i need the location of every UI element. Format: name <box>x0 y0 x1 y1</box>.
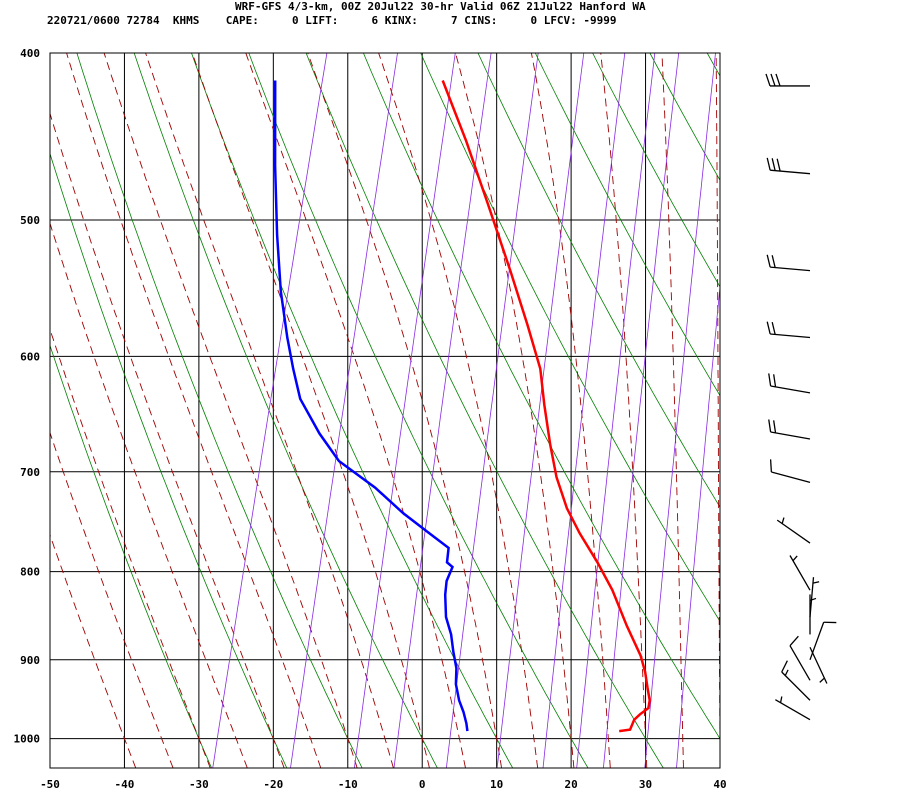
mixing-ratio-line <box>290 53 398 768</box>
dry-adiabat <box>191 53 514 768</box>
x-tick-label: 10 <box>490 778 503 791</box>
moist-adiabat <box>454 53 575 768</box>
wind-barbs <box>765 73 837 721</box>
x-tick-label: 30 <box>639 778 652 791</box>
wind-barb <box>765 73 810 87</box>
sounding-indices-line: 220721/0600 72784 KHMS CAPE: 0 LIFT: 6 K… <box>47 14 617 27</box>
moist-adiabat <box>307 53 503 768</box>
x-tick-label: -40 <box>115 778 135 791</box>
wind-barb <box>766 254 811 272</box>
dry-adiabat <box>50 344 212 768</box>
temperature-profile <box>441 80 651 733</box>
dry-adiabat <box>305 53 664 768</box>
plot-area <box>50 53 900 768</box>
wind-barb <box>809 577 820 618</box>
mixing-ratio-line <box>603 53 680 768</box>
x-tick-label: -50 <box>40 778 60 791</box>
dry-adiabat <box>706 53 720 77</box>
axis-tick-labels: -50 -40 -30 -20 -10 0 10 20 30 40 400 500 600 700 800 9… <box>14 47 727 791</box>
dry-adiabat <box>248 53 589 768</box>
dry-adiabat <box>879 53 900 768</box>
y-tick-label: 600 <box>20 350 40 363</box>
y-tick-label: 800 <box>20 566 40 579</box>
dry-adiabat <box>822 53 900 768</box>
x-tick-label: -20 <box>263 778 283 791</box>
mixing-ratio-line <box>496 53 585 768</box>
moist-adiabat <box>50 222 248 768</box>
mixing-ratio-line <box>393 53 492 768</box>
wind-barb <box>809 621 837 661</box>
mixing-ratio-line <box>644 53 716 768</box>
mixing-ratio-line <box>676 282 720 768</box>
moist-adiabat <box>378 53 539 768</box>
wind-barb <box>776 517 811 544</box>
moist-adiabat <box>66 53 322 768</box>
wind-barb <box>768 419 811 440</box>
x-tick-label: 20 <box>564 778 577 791</box>
mixing-ratio-line <box>542 53 626 768</box>
x-tick-label: 40 <box>713 778 726 791</box>
x-tick-label: -30 <box>189 778 209 791</box>
dry-adiabat <box>477 53 720 508</box>
moist-adiabat <box>245 53 466 768</box>
moist-adiabat <box>757 53 765 768</box>
moist-adiabat <box>530 53 611 768</box>
dry-adiabat <box>76 53 363 768</box>
wind-barb <box>766 157 811 175</box>
y-tick-label: 400 <box>20 47 40 60</box>
moist-adiabat <box>600 53 648 768</box>
wind-barb <box>789 635 811 681</box>
dry-adiabat <box>133 53 438 768</box>
mixing-ratio-line <box>212 53 328 768</box>
dry-adiabat <box>649 53 720 181</box>
wind-barb <box>766 321 811 339</box>
dry-adiabat <box>592 53 720 288</box>
y-tick-label: 1000 <box>14 733 41 746</box>
mixing-ratio-line <box>576 53 656 768</box>
moist-adiabat <box>661 53 684 768</box>
chart-title: WRF-GFS 4/3-km, 00Z 20Jul22 30-hr Valid … <box>235 0 646 13</box>
dry-adiabat <box>363 53 720 740</box>
dewpoint-profile <box>273 80 469 732</box>
x-tick-label: 0 <box>419 778 426 791</box>
mixing-ratio-line <box>446 53 539 768</box>
y-tick-label: 500 <box>20 214 40 227</box>
dry-adiabat <box>50 152 288 768</box>
moist-adiabat <box>50 431 174 768</box>
plot-frame <box>49 52 721 769</box>
mixing-ratio-line <box>354 53 456 768</box>
y-tick-label: 900 <box>20 654 40 667</box>
moist-adiabat <box>191 53 430 768</box>
wind-barb <box>775 696 811 721</box>
wind-barb <box>769 459 811 483</box>
moist-adiabat <box>103 53 358 768</box>
moist-adiabat <box>145 53 394 768</box>
wind-barb <box>809 594 817 635</box>
dry-adiabat <box>765 53 900 768</box>
wind-barb <box>781 660 811 701</box>
wind-barb <box>789 555 811 591</box>
dry-adiabat <box>420 53 720 623</box>
moist-adiabat <box>50 112 285 768</box>
y-tick-label: 700 <box>20 466 40 479</box>
dry-adiabat <box>534 53 720 397</box>
x-tick-label: -10 <box>338 778 358 791</box>
wind-barb <box>768 373 811 394</box>
